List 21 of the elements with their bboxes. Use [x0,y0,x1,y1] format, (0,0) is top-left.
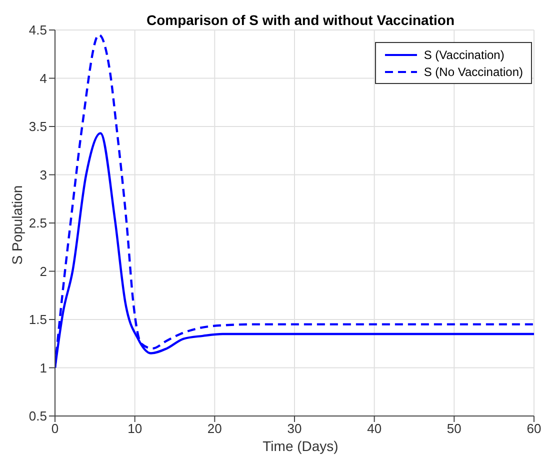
chart-title: Comparison of S with and without Vaccination [146,12,454,28]
x-tick-label: 50 [446,421,462,436]
x-tick-label: 10 [128,421,142,436]
x-tick-label: 0 [51,421,59,436]
x-tick-label: 20 [207,421,222,436]
y-tick-label: 3.5 [28,119,47,134]
y-tick-label: 2 [40,264,47,279]
y-axis-title: S Population [9,185,25,265]
y-tick-label: 3 [40,167,47,182]
legend-label: S (Vaccination) [424,48,504,62]
y-tick-label: 2.5 [28,216,47,231]
x-tick-label: 30 [287,421,302,436]
y-tick-label: 1.5 [28,312,47,328]
x-tick-label: 40 [367,421,382,436]
y-tick-label: 1 [40,360,47,376]
legend-label: S (No Vaccination) [424,64,523,78]
y-tick-label: 4 [40,70,47,86]
x-tick-label: 60 [526,421,542,436]
y-tick-label: 4.5 [28,22,47,38]
y-tick-label: 0.5 [28,408,47,424]
x-axis-title: Time (Days) [262,438,340,454]
